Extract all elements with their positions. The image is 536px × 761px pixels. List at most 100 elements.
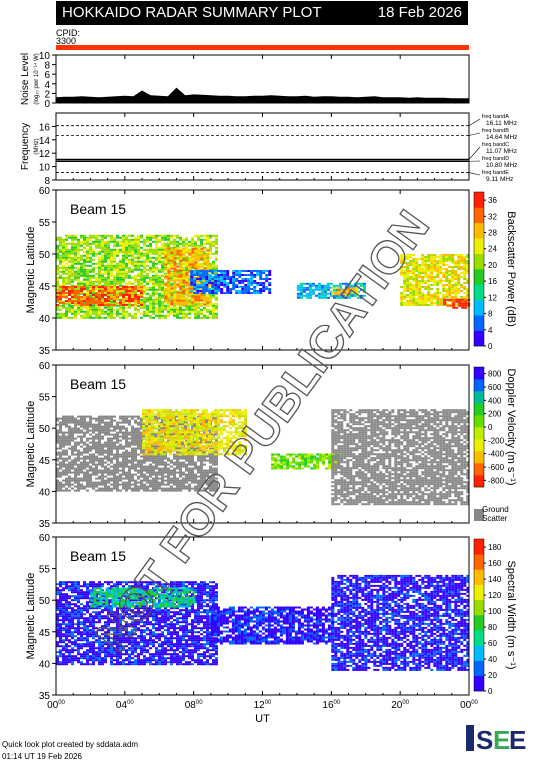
y-tick-label: 10	[39, 163, 51, 174]
beam-label: Beam 15	[70, 548, 126, 564]
freq-band-label: freq bandA	[482, 114, 509, 120]
y-tick-label: 12	[39, 149, 51, 160]
cpid-bar	[56, 45, 469, 50]
colorbar-tick-label: 16	[488, 277, 497, 286]
freq-band-value: 14.64 MHz	[486, 134, 517, 141]
y-axis-label: Magnetic Latitude	[25, 401, 37, 488]
colorbar-segment	[474, 238, 484, 254]
colorbar-tick-label: 20	[488, 671, 497, 680]
y-tick-label: 14	[39, 136, 51, 147]
isee-logo: S E E	[466, 725, 526, 753]
freq-band-leader	[468, 172, 481, 176]
colorbar-segment	[474, 615, 484, 631]
ground-scatter-label: Ground	[482, 505, 509, 514]
y-tick-label: 45	[39, 456, 51, 467]
colorbar-segment	[474, 330, 484, 347]
x-tick-label: 1200	[254, 700, 272, 711]
colorbar-tick-label: 600	[488, 383, 502, 392]
colorbar-tick-label: 100	[488, 607, 502, 616]
x-tick-label: 1600	[322, 700, 340, 711]
colorbar-tick-label: 0	[488, 423, 493, 432]
colorbar-tick-label: 400	[488, 396, 502, 405]
frequency-frame	[55, 112, 470, 181]
colorbar-tick-label: 36	[488, 196, 497, 205]
beam-label: Beam 15	[70, 376, 126, 392]
x-tick-label: 0000	[460, 700, 478, 711]
y-tick-label: 35	[39, 519, 51, 530]
y-axis-label: Frequency	[20, 123, 31, 170]
plot-title: HOKKAIDO RADAR SUMMARY PLOT	[62, 4, 322, 21]
y-tick-label: 55	[39, 218, 51, 229]
colorbar-segment	[474, 284, 484, 301]
freq-band-leader	[468, 132, 481, 136]
colorbar-tick-label: -600	[488, 463, 505, 472]
x-tick-label: 2000	[391, 700, 409, 711]
colorbar-segment	[474, 463, 484, 476]
y-tick-label: 8	[44, 61, 50, 72]
y-tick-label: 45	[39, 628, 51, 639]
colorbar-segment	[474, 299, 484, 316]
colorbar-frame	[473, 538, 485, 692]
freq-band-value: 16.11 MHz	[486, 120, 517, 127]
ground-scatter-swatch	[474, 509, 484, 521]
colorbar-tick-label: 12	[488, 293, 497, 302]
colorbar-segment	[474, 367, 484, 380]
colorbar-label: Doppler Velocity (m s⁻¹)	[505, 368, 517, 485]
y-tick-label: 35	[39, 346, 51, 357]
freq-band-value: 9.11 MHz	[486, 176, 513, 183]
colorbar-segment	[474, 253, 484, 270]
y-tick-label: 10	[39, 51, 51, 62]
colorbar-segment	[474, 584, 484, 601]
footer-timestamp: 01:14 UT 19 Feb 2026	[2, 752, 82, 761]
colorbar-segment	[474, 403, 484, 416]
freq-band-leader	[468, 146, 481, 160]
colorbar-segment	[474, 539, 484, 555]
colorbar-tick-label: 24	[488, 245, 497, 254]
colorbar-segment	[474, 569, 484, 585]
y-tick-label: 6	[44, 70, 50, 81]
colorbar-tick-label: 180	[488, 543, 502, 552]
y-axis-sublabel: (MHz)	[34, 138, 40, 154]
colorbar-segment	[474, 554, 484, 570]
colorbar-tick-label: 800	[488, 370, 502, 379]
colorbar-segment	[474, 675, 484, 692]
colorbar-segment	[474, 599, 484, 616]
y-tick-label: 4	[44, 80, 50, 91]
x-tick-label: 0000	[47, 700, 65, 711]
plot-date: 18 Feb 2026	[377, 4, 462, 21]
footer-created-by: Quick look plot created by sddata.adm	[2, 740, 139, 749]
heatmap-cells	[56, 574, 470, 671]
cpid-label: CPID:	[56, 28, 81, 38]
colorbar-segment	[474, 415, 484, 428]
y-tick-label: 35	[39, 691, 51, 702]
y-tick-label: 60	[39, 186, 51, 197]
freq-band-value: 11.07 MHz	[486, 148, 517, 155]
title-bar: HOKKAIDO RADAR SUMMARY PLOT 18 Feb 2026	[56, 1, 468, 25]
colorbar-segment	[474, 315, 484, 331]
y-tick-label: 8	[44, 176, 50, 187]
y-tick-label: 55	[39, 565, 51, 576]
colorbar-segment	[474, 451, 484, 464]
freq-band-label: freq bandE	[482, 170, 509, 176]
colorbar-tick-label: 120	[488, 591, 502, 600]
colorbar-tick-label: 40	[488, 655, 497, 664]
colorbar-tick-label: -200	[488, 436, 505, 445]
colorbar-segment	[474, 222, 484, 239]
colorbar-tick-label: 4	[488, 326, 493, 335]
y-tick-label: 40	[39, 487, 51, 498]
y-axis-sublabel: (log₁₀ pwr 10⁻¹⁴ W)	[33, 53, 40, 104]
heatmap-cells	[56, 409, 470, 506]
y-tick-label: 40	[39, 314, 51, 325]
y-tick-label: 40	[39, 659, 51, 670]
freq-band-value: 10.80 MHz	[486, 162, 517, 169]
colorbar-tick-label: 160	[488, 559, 502, 568]
freq-band-leader	[468, 118, 481, 126]
y-tick-label: 16	[39, 122, 51, 133]
colorbar-segment	[474, 630, 484, 646]
colorbar-tick-label: 28	[488, 229, 497, 238]
x-tick-label: 0400	[116, 700, 134, 711]
colorbar-tick-label: -800	[488, 476, 505, 485]
y-tick-label: 45	[39, 282, 51, 293]
colorbar-segment	[474, 269, 484, 285]
